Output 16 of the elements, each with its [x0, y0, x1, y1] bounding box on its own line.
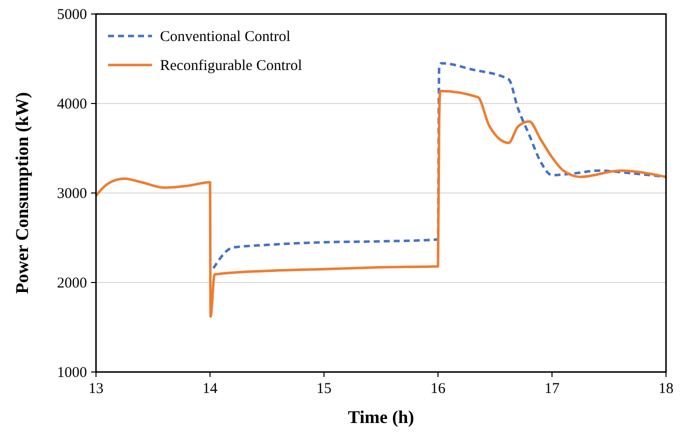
x-tick-label: 16 [430, 381, 446, 397]
line-series [94, 90, 668, 318]
y-tick-label: 4000 [57, 96, 87, 112]
y-axis-title: Power Consumption (kW) [12, 92, 32, 294]
x-tick-label: 15 [316, 381, 332, 397]
x-axis-title: Time (h) [348, 407, 414, 427]
x-tick-label: 14 [202, 381, 218, 397]
y-tick-label: 1000 [57, 365, 87, 381]
x-tick-label: 18 [658, 381, 674, 397]
legend-label: Conventional Control [160, 29, 290, 45]
y-tick-label: 3000 [57, 186, 87, 202]
y-tick-label: 5000 [57, 7, 87, 23]
x-tick-label: 17 [544, 381, 560, 397]
legend-label: Reconfigurable Control [160, 58, 302, 74]
x-tick-label: 13 [88, 381, 104, 397]
y-tick-label: 2000 [57, 276, 87, 292]
